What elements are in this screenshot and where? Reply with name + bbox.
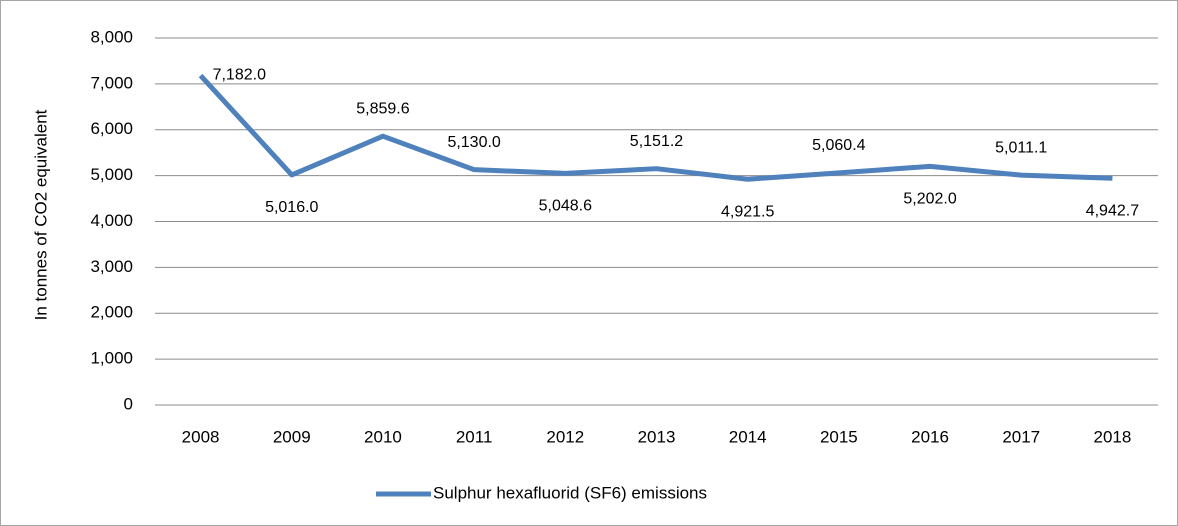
x-tick-label: 2011 <box>456 427 493 446</box>
y-tick-label: 3,000 <box>90 257 133 276</box>
data-label: 5,060.4 <box>812 137 865 154</box>
y-tick-label: 6,000 <box>90 119 133 138</box>
data-label: 5,011.1 <box>995 139 1047 156</box>
x-tick-label: 2010 <box>364 427 402 446</box>
x-tick-label: 2008 <box>182 427 220 446</box>
x-tick-label: 2009 <box>273 427 311 446</box>
x-tick-label: 2018 <box>1093 427 1131 446</box>
y-tick-label: 0 <box>124 394 133 413</box>
data-label: 4,942.7 <box>1086 202 1139 219</box>
y-tick-label: 8,000 <box>90 27 133 46</box>
y-tick-label: 4,000 <box>90 211 133 230</box>
data-label: 5,859.6 <box>356 100 409 117</box>
y-tick-label: 7,000 <box>90 73 133 92</box>
x-tick-label: 2012 <box>546 427 584 446</box>
legend-label: Sulphur hexafluorid (SF6) emissions <box>433 483 707 502</box>
x-tick-label: 2013 <box>638 427 676 446</box>
x-tick-label: 2016 <box>911 427 949 446</box>
data-label: 4,921.5 <box>721 203 774 220</box>
y-tick-label: 2,000 <box>90 303 133 322</box>
y-tick-label: 1,000 <box>90 349 133 368</box>
data-line <box>198 73 1113 182</box>
data-label: 5,048.6 <box>539 198 592 215</box>
x-tick-label: 2015 <box>820 427 858 446</box>
x-tick-label: 2014 <box>729 427 767 446</box>
x-tick-label: 2017 <box>1002 427 1040 446</box>
y-axis-label: In tonnes of CO2 equivalent <box>31 109 50 320</box>
data-label: 5,151.2 <box>630 133 683 150</box>
data-label: 5,202.0 <box>903 191 956 208</box>
data-label: 7,182.0 <box>213 67 266 84</box>
data-label: 5,016.0 <box>265 199 318 216</box>
data-label: 5,130.0 <box>447 134 500 151</box>
y-tick-label: 5,000 <box>90 165 133 184</box>
